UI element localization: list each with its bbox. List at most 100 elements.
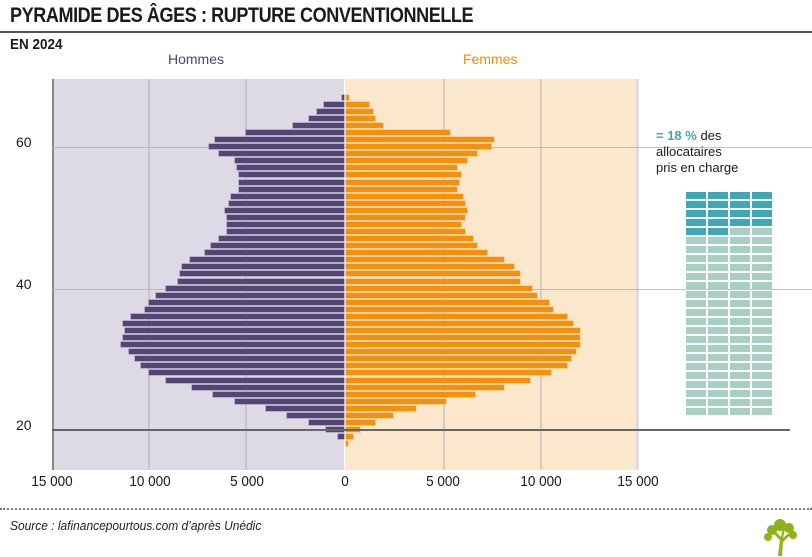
bar-men [125, 328, 344, 334]
waffle-cell [730, 327, 750, 334]
bar-women [346, 250, 487, 256]
bar-men [123, 320, 344, 326]
bar-women [346, 356, 571, 362]
waffle-cell [686, 237, 706, 244]
bar-men [205, 250, 344, 256]
y-tick-label: 60 [16, 134, 32, 151]
bar-men [211, 243, 344, 249]
bar-men [238, 186, 344, 192]
waffle-cell [730, 192, 750, 199]
waffle-cell [752, 336, 772, 343]
waffle-cell [730, 210, 750, 217]
waffle-cell [686, 192, 706, 199]
bar-men [121, 342, 344, 348]
bar-women [346, 101, 370, 107]
bar-women [346, 306, 554, 312]
waffle-cell [708, 336, 728, 343]
bar-men [191, 384, 344, 390]
bar-women [346, 165, 458, 171]
annotation-text: = 18 % des allocataires pris en charge [656, 128, 739, 175]
bar-women [346, 419, 376, 425]
waffle-cell [686, 201, 706, 208]
bar-women [346, 363, 567, 369]
waffle-cell [708, 390, 728, 397]
bar-women [346, 398, 446, 404]
bar-women [346, 122, 384, 128]
bar-women [346, 108, 374, 114]
waffle-cell [752, 399, 772, 406]
waffle-cell [708, 228, 728, 235]
bar-women [346, 257, 505, 263]
waffle-cell [752, 264, 772, 271]
waffle-cell [730, 246, 750, 253]
waffle-cell [752, 237, 772, 244]
bar-men [342, 94, 344, 100]
bar-men [179, 271, 344, 277]
waffle-cell [752, 291, 772, 298]
waffle-cell [752, 273, 772, 280]
vertical-gridline [147, 79, 150, 470]
waffle-cell [708, 210, 728, 217]
waffle-cell [752, 219, 772, 226]
bar-women [346, 115, 376, 121]
bar-men [324, 101, 344, 107]
bar-women [346, 172, 462, 178]
waffle-cell [708, 345, 728, 352]
bar-women [346, 94, 349, 100]
waffle-cell [708, 372, 728, 379]
bar-women [346, 186, 458, 192]
bar-men [140, 363, 344, 369]
source-text: Source : lafinancepourtous.com d’après U… [10, 518, 262, 533]
bar-men [144, 306, 344, 312]
chart-subtitle: EN 2024 [10, 36, 63, 53]
bar-women [346, 328, 581, 334]
waffle-cell [708, 291, 728, 298]
waffle-cell [730, 291, 750, 298]
waffle-cell [730, 219, 750, 226]
waffle-cell [730, 408, 750, 415]
waffle-cell [686, 372, 706, 379]
bar-men [134, 356, 344, 362]
bar-women [346, 335, 581, 341]
waffle-cell [730, 201, 750, 208]
waffle-cell [686, 408, 706, 415]
waffle-cell [752, 228, 772, 235]
bar-women [346, 391, 475, 397]
x-tick-label: 5 000 [426, 473, 460, 490]
waffle-cell [686, 291, 706, 298]
bar-women [346, 151, 477, 157]
waffle-cell [752, 300, 772, 307]
bar-men [148, 299, 344, 305]
bar-men [218, 236, 344, 242]
bar-women [346, 179, 460, 185]
waffle-cell [686, 219, 706, 226]
waffle-cell [708, 237, 728, 244]
waffle-cell [708, 408, 728, 415]
bar-men [131, 313, 344, 319]
bar-men [234, 398, 344, 404]
legend-men: Hommes [168, 51, 225, 67]
bar-women [346, 221, 462, 227]
waffle-cell [708, 255, 728, 262]
waffle-cell [686, 381, 706, 388]
waffle-cell [752, 327, 772, 334]
legend-women: Femmes [463, 51, 518, 67]
waffle-cell [730, 363, 750, 370]
waffle-cell [686, 255, 706, 262]
bar-men [316, 108, 344, 114]
waffle-cell [730, 228, 750, 235]
bar-women [346, 342, 581, 348]
bar-women [346, 292, 538, 298]
waffle-cell [708, 300, 728, 307]
bar-men [293, 122, 344, 128]
bar-women [346, 405, 417, 411]
bar-men [148, 370, 344, 376]
bar-men [308, 419, 344, 425]
age-20-line [52, 429, 790, 431]
tree-logo-icon [764, 519, 797, 556]
waffle-cell [686, 210, 706, 217]
bar-men [226, 214, 344, 220]
waffle-cell [708, 192, 728, 199]
waffle-cell [686, 327, 706, 334]
bar-men [238, 172, 344, 178]
